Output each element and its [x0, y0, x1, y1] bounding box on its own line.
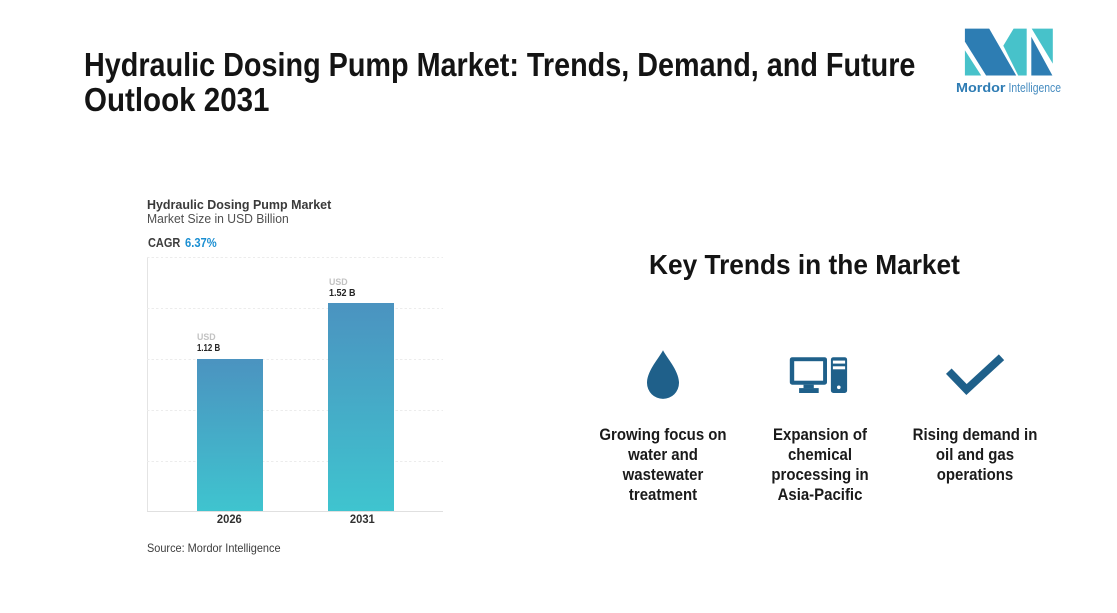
svg-text:Mordor: Mordor — [956, 81, 1006, 95]
svg-text:Intelligence: Intelligence — [1009, 81, 1062, 95]
